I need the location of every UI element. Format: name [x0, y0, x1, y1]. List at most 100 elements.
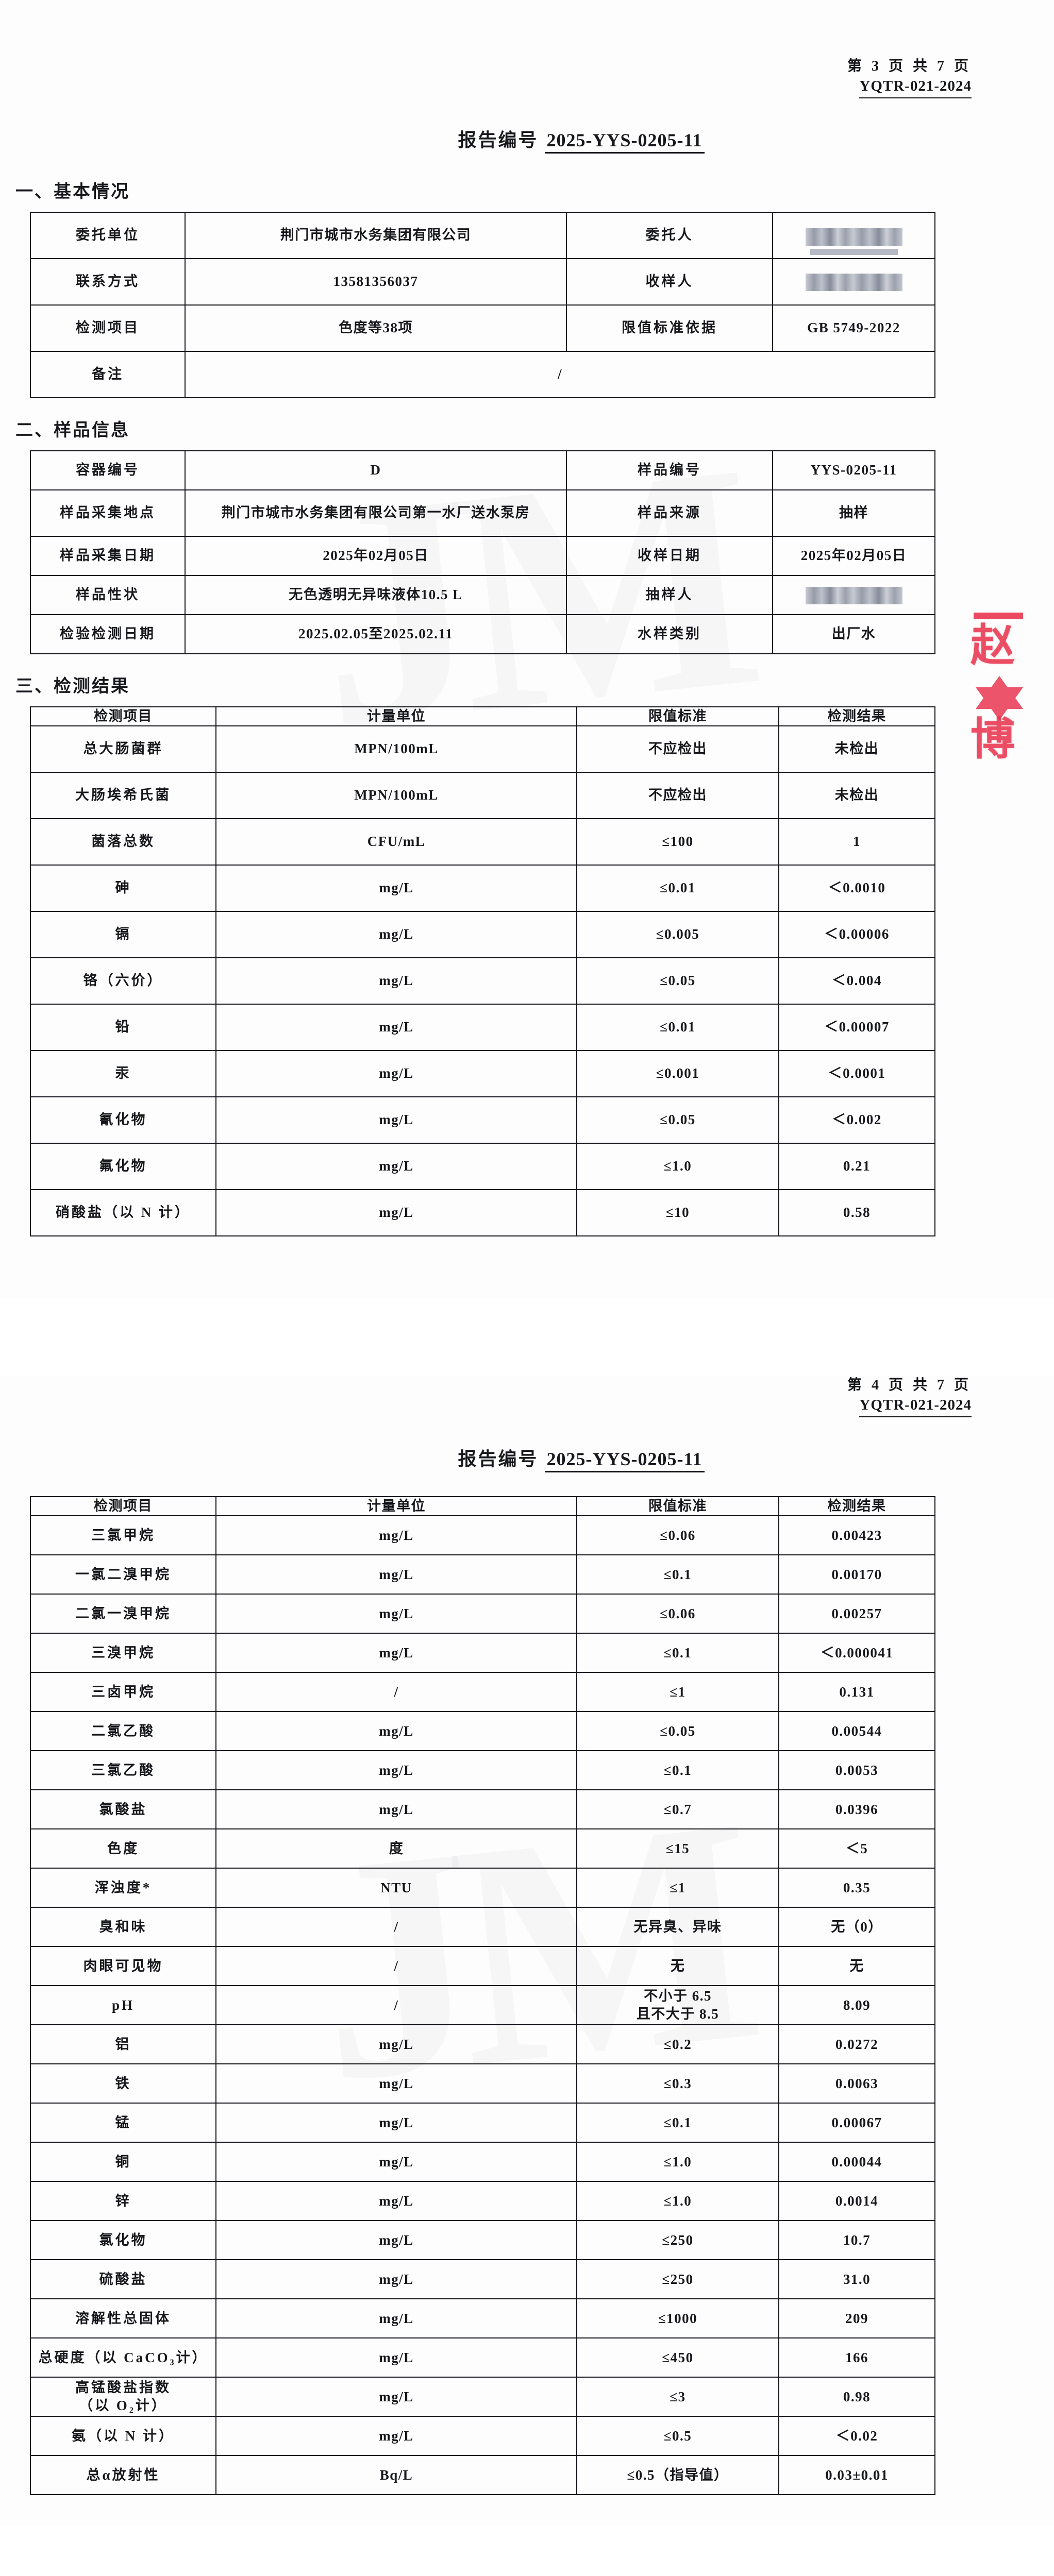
result-unit: mg/L — [215, 911, 577, 959]
row-label: 检测项目 — [30, 304, 186, 352]
result-unit: Bq/L — [215, 2455, 577, 2496]
result-unit: mg/L — [215, 2063, 577, 2104]
table-row: 三氯甲烷 mg/L ≤0.06 0.00423 — [30, 1515, 935, 1556]
result-limit: 不应检出 — [576, 725, 779, 773]
result-item: 汞 — [30, 1050, 216, 1098]
result-item: 铁 — [30, 2063, 216, 2104]
table-row: 大肠埃希氏菌 MPN/100mL 不应检出 未检出 — [30, 772, 935, 820]
result-limit: 无 — [576, 1946, 779, 1987]
result-unit: mg/L — [215, 2181, 577, 2222]
row-label-2: 样品来源 — [566, 489, 773, 537]
result-limit: ≤450 — [576, 2337, 779, 2378]
table-row: 汞 mg/L ≤0.001 ＜0.0001 — [30, 1050, 935, 1098]
result-value: 0.21 — [778, 1143, 935, 1191]
result-unit: mg/L — [215, 2298, 577, 2339]
result-value: 无 — [778, 1946, 935, 1987]
result-value: 未检出 — [778, 725, 935, 773]
table-row: 三溴甲烷 mg/L ≤0.1 ＜0.000041 — [30, 1633, 935, 1673]
row-value: 荆门市城市水务集团有限公司第一水厂送水泵房 — [185, 489, 567, 537]
result-item: 氰化物 — [30, 1096, 216, 1144]
result-value: 0.131 — [778, 1672, 935, 1713]
result-unit: / — [215, 1672, 577, 1713]
result-item: 一氯二溴甲烷 — [30, 1554, 216, 1595]
result-item: 氯酸盐 — [30, 1789, 216, 1830]
result-limit: ≤1 — [576, 1672, 779, 1713]
row-label: 检验检测日期 — [30, 614, 186, 654]
result-limit: ≤0.005 — [576, 911, 779, 959]
result-value: 0.35 — [778, 1868, 935, 1908]
table-row: 样品性状 无色透明无异味液体10.5 L 抽样人 — [30, 574, 935, 615]
table-row: 氟化物 mg/L ≤1.0 0.21 — [30, 1143, 935, 1191]
column-header-result: 检测结果 — [778, 1496, 935, 1517]
redacted-name — [852, 274, 902, 292]
result-limit: ≤0.001 — [576, 1050, 779, 1098]
result-item: 臭和味 — [30, 1907, 216, 1947]
result-value: 0.0053 — [778, 1750, 935, 1791]
table-row: 镉 mg/L ≤0.005 ＜0.00006 — [30, 911, 935, 959]
table-row: 联系方式 13581356037 收样人 — [30, 258, 935, 306]
result-item: 铝 — [30, 2024, 216, 2065]
column-header-unit: 计量单位 — [215, 706, 577, 727]
table-row: 硫酸盐 mg/L ≤250 31.0 — [30, 2259, 935, 2300]
column-header-limit: 限值标准 — [576, 706, 779, 727]
result-item: 浑浊度* — [30, 1868, 216, 1908]
result-unit: mg/L — [215, 1711, 577, 1752]
row-label-2: 抽样人 — [566, 574, 773, 615]
row-label-2: 样品编号 — [566, 450, 773, 490]
document-code: YQTR-021-2024 — [859, 76, 972, 98]
row-value-2-redacted — [772, 574, 935, 615]
report-number-label: 报告编号 — [458, 129, 539, 150]
table-row: 肉眼可见物 / 无无 — [30, 1946, 935, 1987]
result-value: 0.98 — [778, 2377, 935, 2417]
table-row: 容器编号 D 样品编号 YYS-0205-11 — [30, 450, 935, 490]
report-number-label: 报告编号 — [458, 1448, 539, 1469]
result-limit: ≤0.06 — [576, 1515, 779, 1556]
result-limit: ≤250 — [576, 2220, 779, 2261]
result-limit: ≤100 — [576, 818, 779, 866]
report-number-line: 报告编号 2025-YYS-0205-11 — [0, 1444, 1054, 1472]
result-unit: mg/L — [215, 1594, 577, 1634]
section-title-basic-info: 一、基本情况 — [15, 182, 130, 201]
result-item: 三氯乙酸 — [30, 1750, 216, 1791]
result-item: 镉 — [30, 911, 216, 959]
result-limit: ≤0.2 — [576, 2024, 779, 2065]
result-unit: mg/L — [215, 1750, 577, 1791]
row-label-2: 限值标准依据 — [566, 304, 773, 352]
row-label-2: 委托人 — [566, 211, 773, 259]
result-unit: / — [215, 1946, 577, 1987]
result-value: 0.0272 — [778, 2024, 935, 2065]
result-unit: mg/L — [215, 1050, 577, 1098]
result-limit: ≤0.7 — [576, 1789, 779, 1830]
test-results-table-page4: 检测项目 计量单位 限值标准 检测结果 三氯甲烷 mg/L ≤0.06 0.00423… — [30, 1496, 935, 2496]
page-indicator: 第 4 页 共 7 页 — [847, 1377, 972, 1394]
row-value: 荆门市城市水务集团有限公司 — [185, 211, 567, 259]
result-unit: mg/L — [215, 2337, 577, 2378]
result-item: 三氯甲烷 — [30, 1515, 216, 1556]
result-unit: mg/L — [215, 1633, 577, 1673]
result-value: 0.03±0.01 — [778, 2455, 935, 2496]
row-label: 样品采集日期 — [30, 535, 186, 576]
result-unit: mg/L — [215, 1004, 577, 1052]
result-item: 二氯乙酸 — [30, 1711, 216, 1752]
redacted-name — [852, 228, 902, 246]
table-row: 氨（以 N 计） mg/L ≤0.5 ＜0.02 — [30, 2416, 935, 2456]
row-value: 色度等38项 — [185, 304, 567, 352]
page-indicator: 第 3 页 共 7 页 — [847, 58, 972, 74]
row-value-2-redacted — [772, 258, 935, 306]
result-value: ＜0.0001 — [778, 1050, 935, 1098]
table-row: pH / 不小于 6.5 且不大于 8.5 8.09 — [30, 1985, 935, 2026]
table-row: 三氯乙酸 mg/L ≤0.1 0.0053 — [30, 1750, 935, 1791]
result-unit: mg/L — [215, 2377, 577, 2417]
table-row: 硝酸盐（以 N 计） mg/L ≤10 0.58 — [30, 1189, 935, 1237]
result-limit: ≤0.1 — [576, 1633, 779, 1673]
column-header-unit: 计量单位 — [215, 1496, 577, 1517]
table-row: 浑浊度* NTU ≤1 0.35 — [30, 1868, 935, 1908]
row-label: 容器编号 — [30, 450, 186, 490]
result-value: 无（0） — [778, 1907, 935, 1947]
table-row: 检验检测日期 2025.02.05至2025.02.11 水样类别 出厂水 — [30, 614, 935, 654]
column-header-item: 检测项目 — [30, 1496, 216, 1517]
result-limit: 不应检出 — [576, 772, 779, 820]
result-limit: 无异臭、异味 — [576, 1907, 779, 1947]
result-limit: ≤1000 — [576, 2298, 779, 2339]
section-title-sample-info: 二、样品信息 — [15, 420, 130, 440]
